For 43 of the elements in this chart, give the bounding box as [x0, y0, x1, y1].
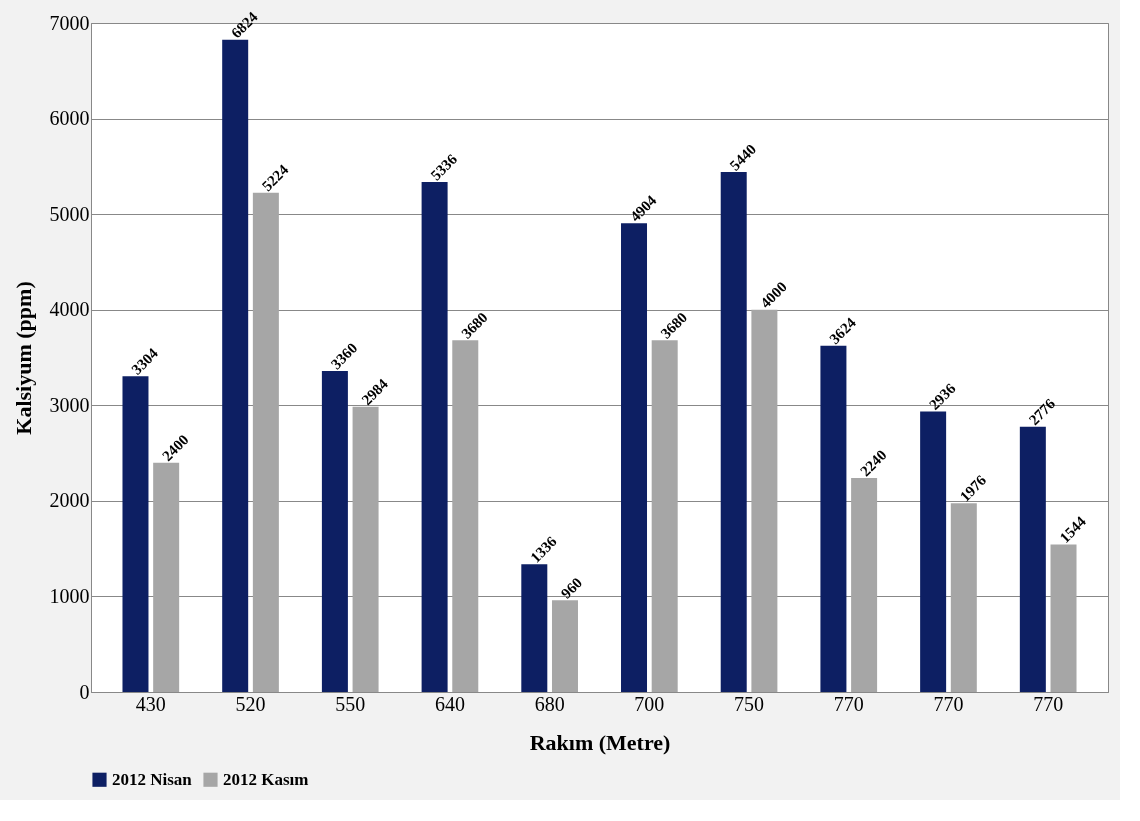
y-tick-label: 6000	[49, 107, 90, 130]
bar	[122, 376, 149, 692]
bar	[222, 39, 249, 692]
bar	[551, 600, 578, 692]
y-tick-label: 4000	[49, 298, 90, 321]
y-axis-title: Kalsiyum (ppm)	[10, 281, 36, 435]
bar	[720, 172, 747, 692]
bar	[751, 309, 778, 692]
bar	[651, 340, 678, 692]
x-tick-label: 640	[434, 692, 465, 715]
bar	[352, 406, 379, 692]
bar	[252, 192, 279, 692]
x-tick-label: 750	[734, 692, 765, 715]
legend-label: 2012 Kasım	[223, 769, 309, 789]
x-tick-label: 430	[135, 692, 166, 715]
x-tick-label: 700	[634, 692, 665, 715]
y-tick-label: 5000	[49, 202, 90, 225]
data-label: 960	[557, 574, 586, 602]
bar	[920, 411, 947, 692]
x-tick-label: 680	[534, 692, 565, 715]
bar	[1019, 426, 1046, 692]
x-tick-label: 770	[1033, 692, 1064, 715]
x-tick-label: 550	[335, 692, 366, 715]
x-tick-label: 520	[235, 692, 266, 715]
bar	[153, 462, 180, 692]
x-tick-label: 770	[933, 692, 964, 715]
bar	[820, 345, 847, 692]
y-tick-label: 2000	[49, 489, 90, 512]
bar	[1050, 544, 1077, 692]
bar	[421, 182, 448, 692]
bar	[321, 370, 348, 692]
bar	[452, 340, 479, 692]
bar	[521, 564, 548, 692]
y-tick-label: 0	[79, 680, 90, 703]
bar	[621, 223, 648, 692]
y-tick-label: 7000	[49, 11, 90, 34]
bar	[950, 503, 977, 692]
x-axis-title: Rakım (Metre)	[529, 729, 671, 755]
legend-label: 2012 Nisan	[112, 769, 193, 789]
x-tick-label: 770	[833, 692, 864, 715]
bar	[851, 477, 878, 692]
y-tick-label: 3000	[49, 393, 90, 416]
y-tick-label: 1000	[49, 584, 90, 607]
